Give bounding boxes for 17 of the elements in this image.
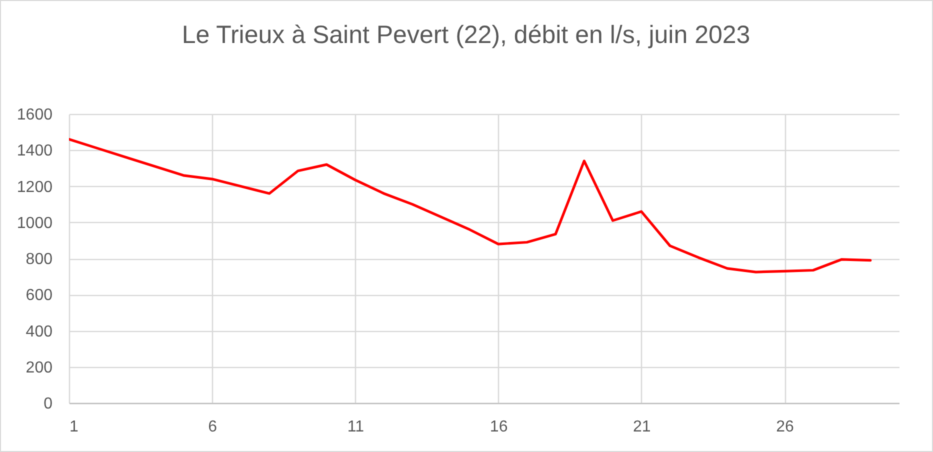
y-tick-label: 800 xyxy=(26,251,53,268)
x-tick-label: 26 xyxy=(776,418,794,436)
y-tick-label: 1000 xyxy=(16,214,53,232)
y-tick-label: 400 xyxy=(26,323,53,340)
x-tick-label: 1 xyxy=(70,418,78,436)
x-tick-label: 6 xyxy=(208,418,218,436)
line-series xyxy=(69,138,872,274)
x-tick-label: 11 xyxy=(347,418,364,436)
x-tick-label: 16 xyxy=(490,418,508,436)
y-tick-label: 600 xyxy=(26,287,53,304)
y-tick-label: 0 xyxy=(44,396,53,412)
y-tick-label: 200 xyxy=(26,359,53,376)
y-tick-label: 1600 xyxy=(16,106,53,124)
y-tick-label: 1400 xyxy=(16,142,53,160)
x-tick-label: 21 xyxy=(633,418,651,436)
y-tick-label: 1200 xyxy=(16,178,53,196)
chart-title: Le Trieux à Saint Pevert (22), débit en l/s, juin 2023 xyxy=(182,21,750,49)
